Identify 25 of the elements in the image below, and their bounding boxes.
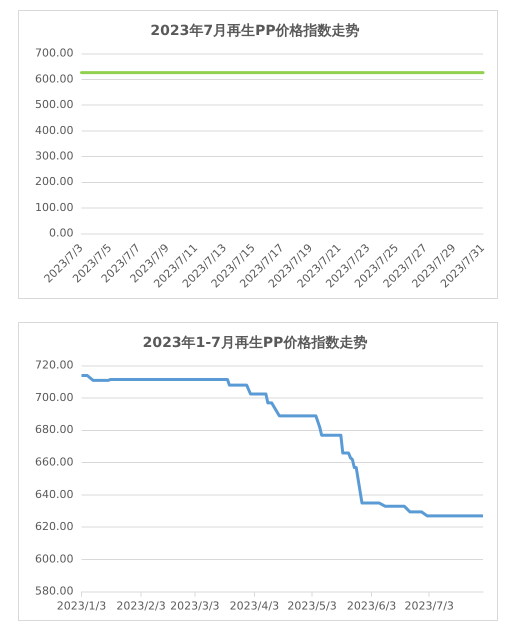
x-tick-label: 2023/1/3 <box>56 599 106 612</box>
y-tick-label: 200.00 <box>34 175 74 188</box>
x-tick-label: 2023/4/3 <box>230 599 280 612</box>
y-tick-label: 500.00 <box>34 98 74 112</box>
y-tick-label: 620.00 <box>34 520 74 534</box>
y-tick-label: 0.00 <box>48 226 74 240</box>
y-tick-label: 600.00 <box>34 72 74 86</box>
chart-title: 2023年1-7月再生PP价格指数走势 <box>142 335 368 352</box>
chart-title: 2023年7月再生PP价格指数走势 <box>150 23 360 40</box>
x-tick-label: 2023/7/3 <box>404 599 454 612</box>
y-tick-label: 660.00 <box>34 456 74 469</box>
y-tick-label: 300.00 <box>34 150 74 163</box>
y-tick-label: 580.00 <box>34 584 74 598</box>
y-tick-label: 400.00 <box>34 124 74 137</box>
y-tick-label: 720.00 <box>34 358 74 372</box>
y-tick-label: 700.00 <box>34 46 74 60</box>
x-tick-label: 2023/6/3 <box>346 599 396 612</box>
x-tick-label: 2023/5/3 <box>287 599 337 612</box>
y-tick-label: 680.00 <box>34 423 74 436</box>
x-tick-label: 2023/3/3 <box>170 599 220 612</box>
x-tick-label: 2023/2/3 <box>116 599 166 612</box>
y-tick-label: 640.00 <box>34 488 74 501</box>
y-tick-label: 100.00 <box>34 200 74 214</box>
y-tick-label: 600.00 <box>34 552 74 566</box>
y-tick-label: 700.00 <box>34 390 74 404</box>
